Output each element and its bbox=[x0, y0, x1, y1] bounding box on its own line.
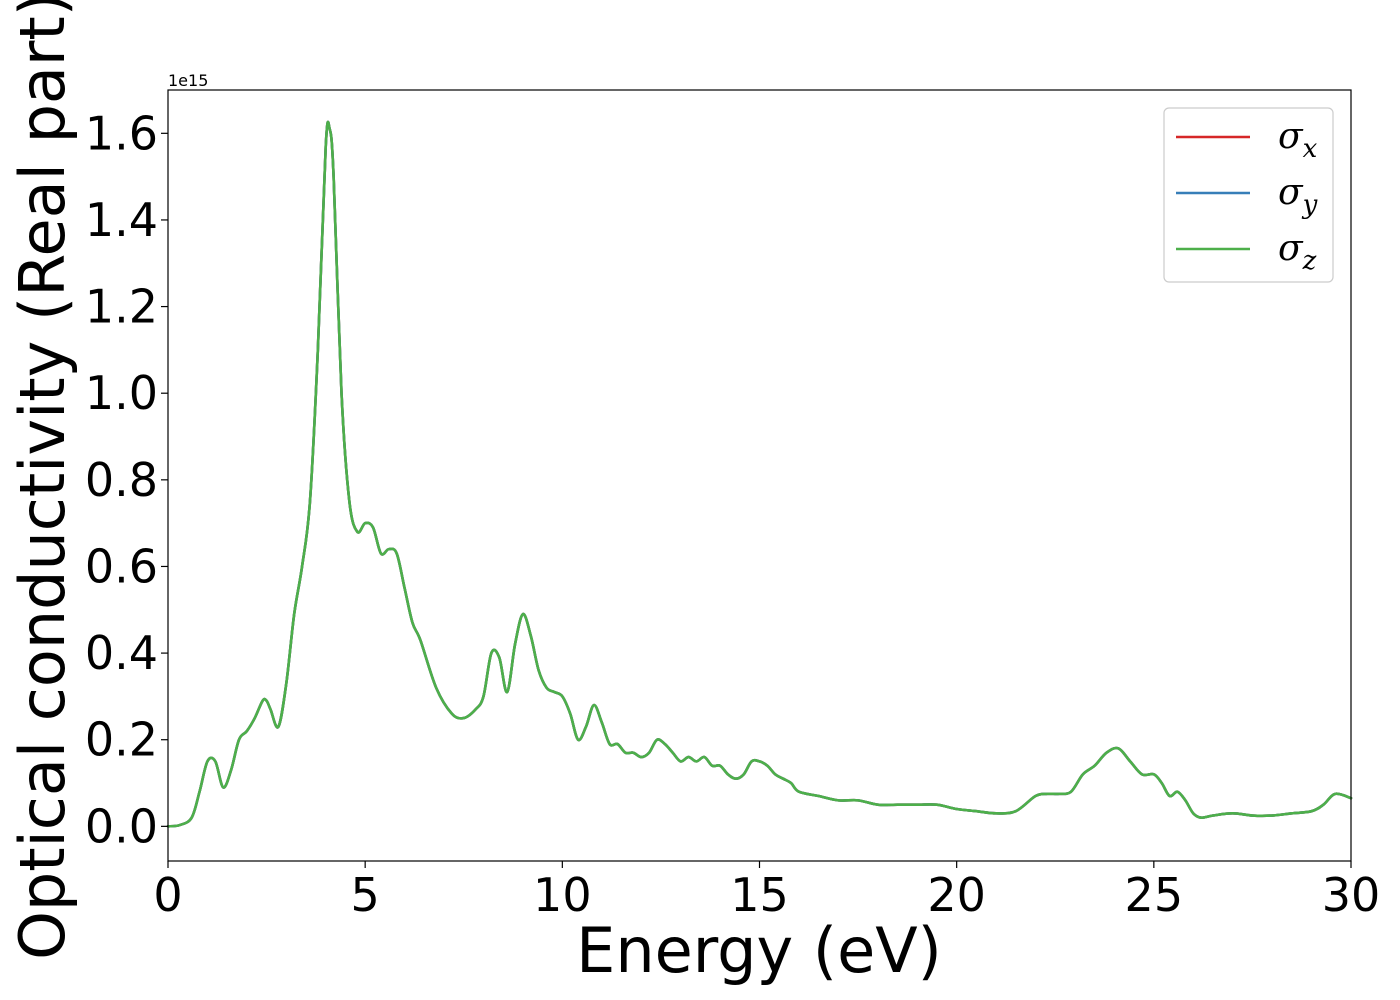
plot-area bbox=[166, 89, 1353, 862]
x-tick-label: 5 bbox=[351, 868, 380, 922]
y-axis-ticks: 0.0 0.2 0.4 0.6 0.8 1.0 1.2 1.4 1.6 bbox=[85, 106, 168, 853]
y-offset-label: 1e15 bbox=[168, 71, 208, 90]
legend: σx σy σz bbox=[1163, 107, 1334, 283]
x-tick-label: 15 bbox=[730, 868, 789, 922]
legend-label-y: σy bbox=[1278, 172, 1318, 220]
legend-frame bbox=[1163, 107, 1334, 283]
x-axis-label: Energy (eV) bbox=[576, 914, 942, 987]
y-tick-label: 1.2 bbox=[85, 280, 158, 334]
x-tick-label: 20 bbox=[927, 868, 986, 922]
y-tick-label: 1.6 bbox=[85, 106, 158, 160]
y-tick-label: 1.0 bbox=[85, 366, 158, 420]
legend-label-z: σz bbox=[1278, 228, 1317, 276]
x-tick-label: 25 bbox=[1125, 868, 1184, 922]
legend-label-x: σx bbox=[1278, 116, 1318, 164]
series-line-z bbox=[166, 120, 1353, 828]
y-axis-label: Optical conductivity (Real part) bbox=[6, 0, 79, 960]
y-tick-label: 1.4 bbox=[85, 193, 158, 247]
y-tick-label: 0.4 bbox=[85, 626, 158, 680]
series-layer bbox=[166, 120, 1353, 828]
x-tick-label: 0 bbox=[153, 868, 182, 922]
y-tick-label: 0.0 bbox=[85, 799, 158, 853]
y-tick-label: 0.6 bbox=[85, 539, 158, 593]
x-axis-ticks: 0 5 10 15 20 25 30 bbox=[153, 861, 1380, 922]
y-tick-label: 0.8 bbox=[85, 453, 158, 507]
x-tick-label: 30 bbox=[1322, 868, 1381, 922]
y-tick-label: 0.2 bbox=[85, 713, 158, 767]
x-tick-label: 10 bbox=[533, 868, 592, 922]
